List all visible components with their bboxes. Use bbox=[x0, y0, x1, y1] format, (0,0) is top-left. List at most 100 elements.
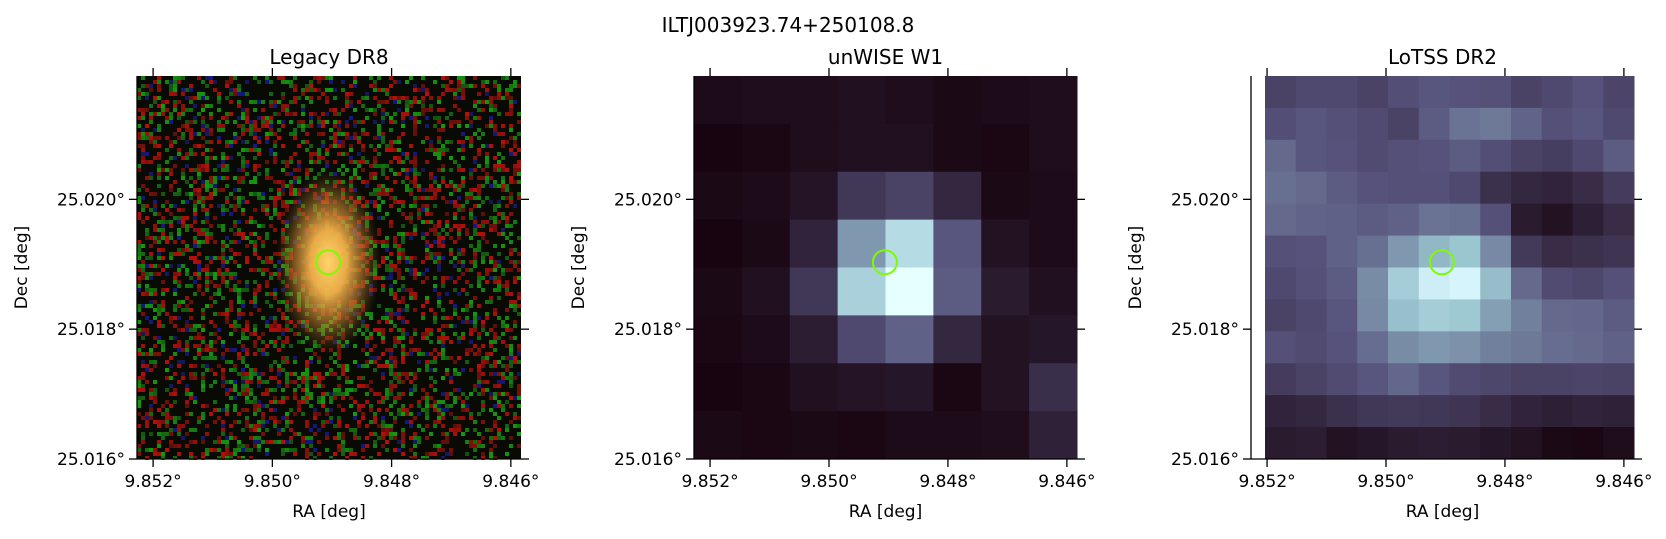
image-pixel bbox=[1603, 203, 1635, 237]
image-pixel bbox=[1295, 203, 1327, 237]
image-pixel bbox=[789, 315, 839, 364]
image-pixel bbox=[1388, 139, 1420, 173]
image-pixel bbox=[1480, 76, 1512, 109]
image-pixel bbox=[1603, 171, 1635, 205]
panel-image bbox=[694, 76, 1078, 460]
image-pixel bbox=[1449, 203, 1481, 237]
figure-suptitle: ILTJ003923.74+250108.8 bbox=[662, 13, 915, 37]
image-pixel bbox=[1511, 363, 1543, 396]
image-pixel bbox=[837, 363, 887, 412]
image-pixel bbox=[1265, 331, 1297, 364]
image-pixel bbox=[1418, 76, 1450, 109]
image-pixel bbox=[694, 267, 743, 316]
image-pixel bbox=[1603, 107, 1635, 141]
image-pixel bbox=[1388, 395, 1420, 428]
image-pixel bbox=[1511, 331, 1543, 364]
image-pixel bbox=[1480, 107, 1512, 141]
image-pixel bbox=[1541, 299, 1573, 332]
x-tick-label: 9.852° bbox=[1238, 472, 1295, 492]
image-pixel bbox=[1326, 139, 1358, 173]
image-pixel bbox=[1418, 107, 1450, 141]
image-pixel bbox=[694, 363, 743, 412]
x-tick-label: 9.850° bbox=[1357, 472, 1414, 492]
panel-title: LoTSS DR2 bbox=[1388, 45, 1497, 69]
x-tick-label: 9.846° bbox=[1038, 472, 1095, 492]
image-pixel bbox=[1357, 427, 1389, 460]
x-axis-label: RA [deg] bbox=[1406, 502, 1479, 522]
image-pixel bbox=[741, 76, 791, 125]
image-pixel bbox=[1388, 427, 1420, 460]
image-pixel bbox=[1388, 203, 1420, 237]
image-pixel bbox=[1511, 267, 1543, 300]
image-pixel bbox=[1480, 235, 1512, 268]
image-pixel bbox=[1418, 299, 1450, 332]
image-pixel bbox=[1357, 171, 1389, 205]
image-pixel bbox=[1572, 427, 1604, 460]
image-pixel bbox=[1572, 299, 1604, 332]
image-pixel bbox=[1418, 203, 1450, 237]
image-pixel bbox=[1295, 267, 1327, 300]
image-pixel bbox=[1480, 267, 1512, 300]
image-pixel bbox=[885, 267, 934, 316]
image-pixel bbox=[837, 171, 887, 221]
image-pixel bbox=[1511, 139, 1543, 173]
image-pixel bbox=[1326, 76, 1358, 109]
image-pixel bbox=[789, 123, 839, 173]
image-pixel bbox=[1357, 203, 1389, 237]
image-pixel bbox=[1388, 331, 1420, 364]
image-pixel bbox=[1449, 331, 1481, 364]
image-pixel bbox=[885, 315, 934, 364]
image-pixel bbox=[1029, 315, 1078, 364]
image-pixel bbox=[1265, 267, 1297, 300]
image-pixel bbox=[885, 123, 934, 173]
image-pixel bbox=[1449, 427, 1481, 460]
source-marker-circle bbox=[871, 249, 898, 276]
image-pixel bbox=[1295, 235, 1327, 268]
image-pixel bbox=[1295, 331, 1327, 364]
image-pixel bbox=[1357, 107, 1389, 141]
source-marker-circle bbox=[315, 249, 342, 276]
image-pixel bbox=[1388, 76, 1420, 109]
image-pixel bbox=[1480, 171, 1512, 205]
image-pixel bbox=[837, 411, 887, 460]
x-tick-label: 9.852° bbox=[681, 472, 738, 492]
image-pixel bbox=[1326, 107, 1358, 141]
image-pixel bbox=[837, 76, 887, 125]
image-pixel bbox=[1357, 267, 1389, 300]
image-pixel bbox=[1357, 395, 1389, 428]
y-tick-label: 25.020° bbox=[1171, 190, 1239, 210]
panel-image bbox=[1251, 76, 1635, 460]
image-pixel bbox=[1449, 395, 1481, 428]
image-pixel bbox=[1449, 299, 1481, 332]
image-pixel bbox=[1603, 427, 1635, 460]
image-pixel bbox=[1388, 235, 1420, 268]
image-pixel bbox=[1511, 203, 1543, 237]
image-pixel bbox=[1265, 107, 1297, 141]
image-pixel bbox=[1326, 235, 1358, 268]
image-pixel bbox=[885, 411, 934, 460]
image-pixel bbox=[1418, 395, 1450, 428]
image-pixel bbox=[1357, 139, 1389, 173]
image-pixel bbox=[1326, 267, 1358, 300]
y-tick-label: 25.016° bbox=[1171, 450, 1239, 470]
image-pixel bbox=[1388, 267, 1420, 300]
image-pixel bbox=[1480, 299, 1512, 332]
image-pixel bbox=[1541, 427, 1573, 460]
image-pixel bbox=[1326, 427, 1358, 460]
image-pixel bbox=[1572, 171, 1604, 205]
image-pixel bbox=[741, 267, 791, 316]
panel-1: 9.852° 9.850° 9.848° 9.846° 25.016° 25.018° 25… bbox=[12, 45, 539, 522]
image-pixel bbox=[1511, 395, 1543, 428]
image-pixel bbox=[1480, 139, 1512, 173]
image-pixel bbox=[1265, 139, 1297, 173]
image-pixel bbox=[789, 411, 839, 460]
x-tick-label: 9.848° bbox=[1476, 472, 1533, 492]
image-pixel bbox=[1265, 235, 1297, 268]
image-pixel bbox=[694, 76, 743, 125]
x-tick-label: 9.846° bbox=[482, 472, 539, 492]
image-pixel bbox=[1357, 76, 1389, 109]
image-pixel bbox=[933, 219, 982, 269]
image-pixel bbox=[981, 219, 1030, 269]
y-tick-label: 25.018° bbox=[57, 320, 125, 340]
